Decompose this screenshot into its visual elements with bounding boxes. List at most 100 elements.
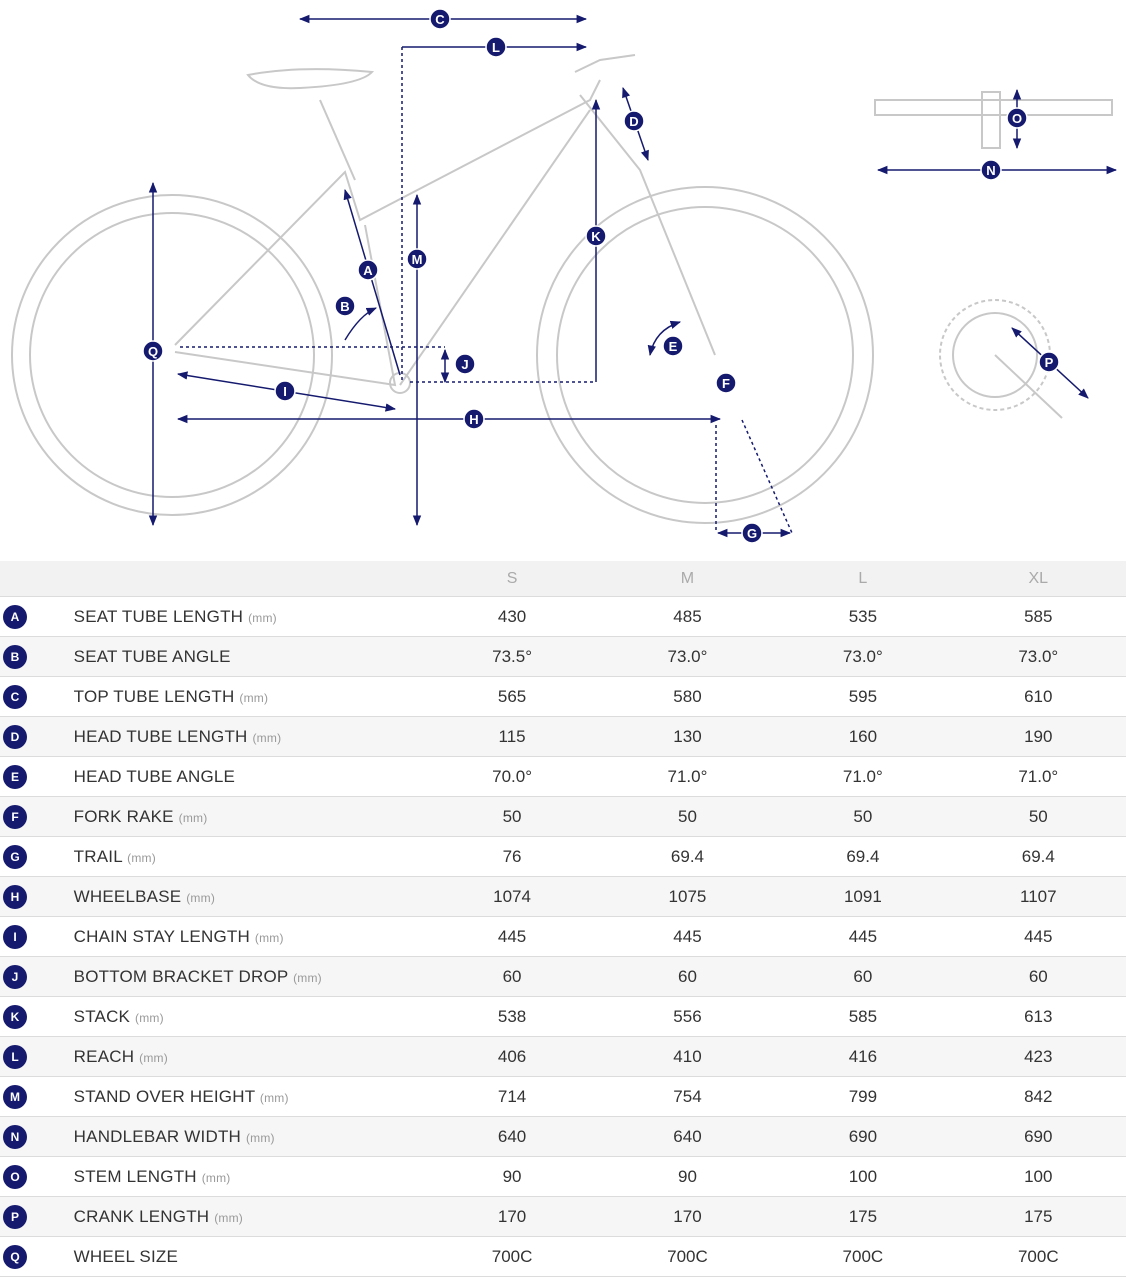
table-row: J BOTTOM BRACKET DROP (mm) 60 60 60 60 — [0, 956, 1126, 997]
value-cell: 60 — [599, 956, 776, 997]
measure-unit: (mm) — [214, 1210, 243, 1225]
letter-cell: E — [0, 756, 74, 797]
diagram-letter: N — [986, 163, 995, 178]
table-row: E HEAD TUBE ANGLE 70.0° 71.0° 71.0° 71.0° — [0, 756, 1126, 797]
name-cell: HEAD TUBE ANGLE — [73, 756, 425, 797]
diagram-letter: B — [340, 299, 349, 314]
letter-badge: E — [3, 764, 27, 789]
name-cell: HANDLEBAR WIDTH (mm) — [73, 1116, 425, 1157]
diagram-letter: I — [283, 384, 287, 399]
value-cell: 73.5° — [424, 636, 600, 677]
value-cell: 565 — [424, 676, 600, 717]
measure-name: STACK — [73, 1006, 131, 1026]
measure-unit: (mm) — [252, 730, 282, 745]
value-cell: 175 — [950, 1196, 1126, 1237]
diagram-letter: M — [412, 252, 423, 267]
geometry-diagram: C L D K M A B Q J E F I H G O N P — [11, 8, 1118, 544]
measure-unit: (mm) — [201, 1170, 231, 1185]
diagram-letter: F — [722, 376, 730, 391]
letter-cell: K — [0, 996, 74, 1037]
value-cell: 73.0° — [599, 636, 776, 677]
measure-name: STAND OVER HEIGHT — [73, 1086, 255, 1106]
measure-unit: (mm) — [245, 1130, 275, 1145]
value-cell: 610 — [950, 676, 1126, 717]
letter-cell: H — [0, 876, 74, 917]
value-cell: 50 — [950, 796, 1126, 837]
table-row: P CRANK LENGTH (mm) 170 170 175 175 — [0, 1196, 1126, 1237]
value-cell: 595 — [775, 676, 951, 717]
table-row: A SEAT TUBE LENGTH (mm) 430 485 535 585 — [0, 596, 1126, 637]
letter-cell: M — [0, 1076, 74, 1117]
name-cell: HEAD TUBE LENGTH (mm) — [73, 716, 425, 757]
table-row: L REACH (mm) 406 410 416 423 — [0, 1036, 1126, 1077]
measure-name: HEAD TUBE LENGTH — [73, 726, 248, 746]
name-cell: WHEELBASE (mm) — [73, 876, 425, 917]
value-cell: 410 — [599, 1036, 776, 1077]
measure-unit: (mm) — [259, 1090, 289, 1105]
letter-badge: L — [3, 1044, 27, 1069]
measure-name: SEAT TUBE LENGTH — [73, 606, 244, 626]
measure-unit: (mm) — [239, 690, 269, 705]
letter-cell: G — [0, 836, 74, 877]
letter-badge: N — [3, 1124, 27, 1149]
value-cell: 50 — [599, 796, 776, 837]
letter-cell: F — [0, 796, 74, 837]
letter-badge: M — [3, 1084, 27, 1109]
name-cell: SEAT TUBE LENGTH (mm) — [73, 596, 425, 637]
value-cell: 580 — [599, 676, 776, 717]
diagram-marker — [357, 259, 379, 281]
name-cell: REACH (mm) — [73, 1036, 425, 1077]
table-row: B SEAT TUBE ANGLE 73.5° 73.0° 73.0° 73.0° — [0, 636, 1126, 677]
value-cell: 445 — [424, 916, 600, 957]
diagram-marker — [454, 353, 476, 375]
value-cell: 714 — [424, 1076, 600, 1117]
measure-unit: (mm) — [254, 930, 284, 945]
diagram-letter: J — [461, 357, 468, 372]
table-row: N HANDLEBAR WIDTH (mm) 640 640 690 690 — [0, 1116, 1126, 1157]
measure-name: WHEELBASE — [73, 886, 182, 906]
diagram-marker — [980, 159, 1002, 181]
value-cell: 1091 — [775, 876, 951, 917]
diagram-letter: C — [435, 12, 445, 27]
letter-cell: D — [0, 716, 74, 757]
name-cell: STACK (mm) — [73, 996, 425, 1037]
value-cell: 100 — [950, 1156, 1126, 1197]
measure-name: TOP TUBE LENGTH — [73, 686, 235, 706]
size-header: S — [424, 561, 600, 597]
measure-unit: (mm) — [139, 1050, 168, 1065]
geometry-table: S M L XL A SEAT TUBE LENGTH (mm) 430 485 535 585 B… — [0, 561, 1126, 1277]
value-cell: 73.0° — [950, 636, 1126, 677]
diagram-letter: H — [469, 412, 478, 427]
measure-name: REACH — [73, 1046, 135, 1066]
value-cell: 700C — [950, 1236, 1126, 1277]
size-header: XL — [950, 561, 1126, 597]
table-row: D HEAD TUBE LENGTH (mm) 115 130 160 190 — [0, 716, 1126, 757]
value-cell: 69.4 — [950, 836, 1126, 877]
letter-cell: A — [0, 596, 74, 637]
value-cell: 71.0° — [599, 756, 776, 797]
measure-unit: (mm) — [186, 890, 216, 905]
diagram-marker — [585, 225, 607, 247]
diagram-marker — [1006, 107, 1028, 129]
value-cell: 1107 — [950, 876, 1126, 917]
bike-outline — [11, 54, 1113, 524]
diagram-letter: O — [1012, 111, 1022, 126]
value-cell: 613 — [950, 996, 1126, 1037]
diagram-letter: P — [1045, 355, 1054, 370]
measure-unit: (mm) — [127, 850, 156, 865]
letter-cell: C — [0, 676, 74, 717]
value-cell: 50 — [775, 796, 951, 837]
value-cell: 76 — [424, 836, 600, 877]
diagram-marker — [485, 36, 507, 58]
measure-unit: (mm) — [135, 1010, 164, 1025]
value-cell: 130 — [599, 716, 776, 757]
name-cell: TRAIL (mm) — [73, 836, 425, 877]
letter-cell: B — [0, 636, 74, 677]
letter-badge: K — [3, 1004, 27, 1029]
letter-badge: F — [3, 804, 27, 829]
measure-name: SEAT TUBE ANGLE — [73, 646, 231, 666]
table-row: H WHEELBASE (mm) 1074 1075 1091 1107 — [0, 876, 1126, 917]
diagram-marker — [662, 335, 684, 357]
name-cell: TOP TUBE LENGTH (mm) — [73, 676, 425, 717]
diagram-letter: Q — [148, 344, 158, 359]
